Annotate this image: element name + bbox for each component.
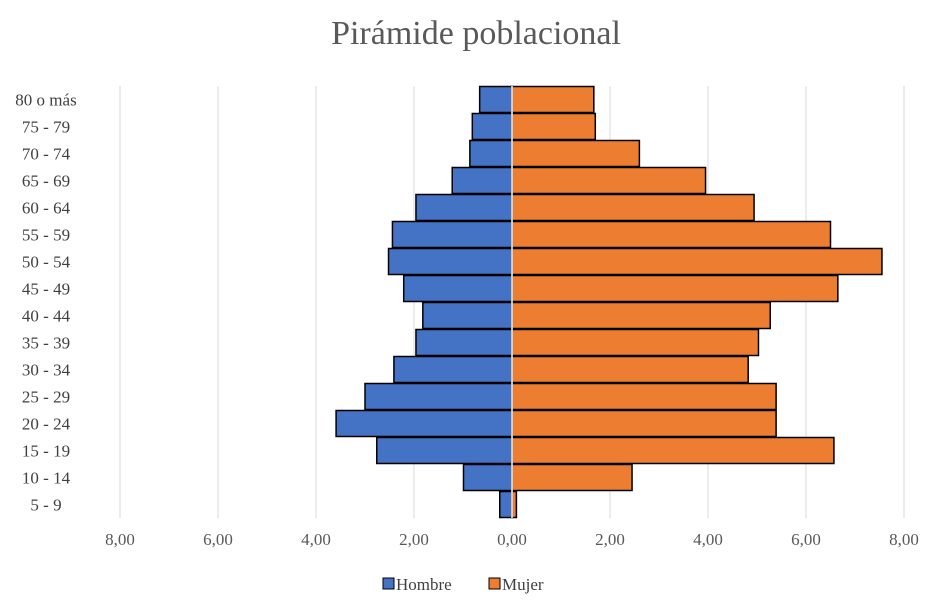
bar-mujer-13 [511, 436, 835, 465]
category-label: 10 - 14 [22, 469, 71, 488]
category-label: 55 - 59 [22, 226, 70, 245]
category-label: 35 - 39 [22, 334, 70, 353]
bar-mujer-3 [511, 166, 707, 195]
bar-hombre-4 [415, 193, 513, 222]
bar-hombre-2 [469, 139, 513, 168]
category-label: 45 - 49 [22, 280, 70, 299]
x-tick-label: 6,00 [791, 530, 821, 549]
category-label: 50 - 54 [22, 253, 71, 272]
bar-mujer-12 [511, 409, 777, 438]
bar-hombre-0 [478, 85, 513, 114]
category-labels: 80 o más 75 - 79 70 - 74 65 - 69 60 - 64 55 -… [15, 91, 76, 515]
legend-swatch-mujer [488, 577, 501, 590]
category-label: 25 - 29 [22, 388, 70, 407]
bar-hombre-14 [462, 463, 513, 492]
category-label: 60 - 64 [22, 199, 71, 218]
bar-hombre-3 [451, 166, 513, 195]
bar-mujer-1 [511, 112, 597, 141]
x-tick-labels: 8,00 6,00 4,00 2,00 0,00 2,00 4,00 6,00 8,00 [105, 530, 919, 549]
category-label: 40 - 44 [22, 307, 71, 326]
x-tick-label: 2,00 [595, 530, 625, 549]
bar-hombre-8 [422, 301, 513, 330]
category-label: 75 - 79 [22, 118, 70, 137]
bar-hombre-7 [402, 274, 513, 303]
bar-hombre-6 [387, 247, 513, 276]
legend-item-mujer: Mujer [488, 575, 544, 594]
bar-hombre-5 [391, 220, 513, 249]
x-tick-label: 0,00 [497, 530, 527, 549]
bar-hombre-15 [499, 490, 513, 519]
category-label: 80 o más [15, 91, 76, 110]
bar-mujer-9 [511, 328, 760, 357]
bar-mujer-5 [511, 220, 832, 249]
category-label: 5 - 9 [30, 496, 61, 515]
bar-hombre-9 [415, 328, 513, 357]
bar-mujer-8 [511, 301, 771, 330]
chart-title: Pirámide poblacional [331, 15, 621, 52]
legend-label: Hombre [396, 575, 452, 594]
bars [335, 85, 883, 519]
bar-mujer-4 [511, 193, 755, 222]
bar-hombre-11 [364, 382, 513, 411]
bar-hombre-1 [471, 112, 513, 141]
x-tick-label: 2,00 [399, 530, 429, 549]
bar-hombre-10 [393, 355, 513, 384]
x-tick-label: 4,00 [693, 530, 723, 549]
x-tick-label: 4,00 [301, 530, 331, 549]
bar-hombre-12 [335, 409, 513, 438]
bar-mujer-14 [511, 463, 633, 492]
bar-mujer-11 [511, 382, 777, 411]
bar-mujer-6 [511, 247, 883, 276]
category-label: 70 - 74 [22, 145, 71, 164]
category-label: 15 - 19 [22, 442, 70, 461]
bar-mujer-7 [511, 274, 839, 303]
x-tick-label: 8,00 [105, 530, 135, 549]
bar-mujer-2 [511, 139, 641, 168]
x-tick-label: 8,00 [889, 530, 919, 549]
x-tick-label: 6,00 [203, 530, 233, 549]
legend-item-hombre: Hombre [382, 575, 452, 594]
legend: Hombre Mujer [382, 575, 544, 594]
legend-swatch-hombre [382, 577, 395, 590]
category-label: 65 - 69 [22, 172, 70, 191]
bar-mujer-0 [511, 85, 595, 114]
legend-label: Mujer [502, 575, 544, 594]
bar-hombre-13 [376, 436, 513, 465]
category-label: 20 - 24 [22, 415, 71, 434]
bar-mujer-10 [511, 355, 749, 384]
category-label: 30 - 34 [22, 361, 71, 380]
